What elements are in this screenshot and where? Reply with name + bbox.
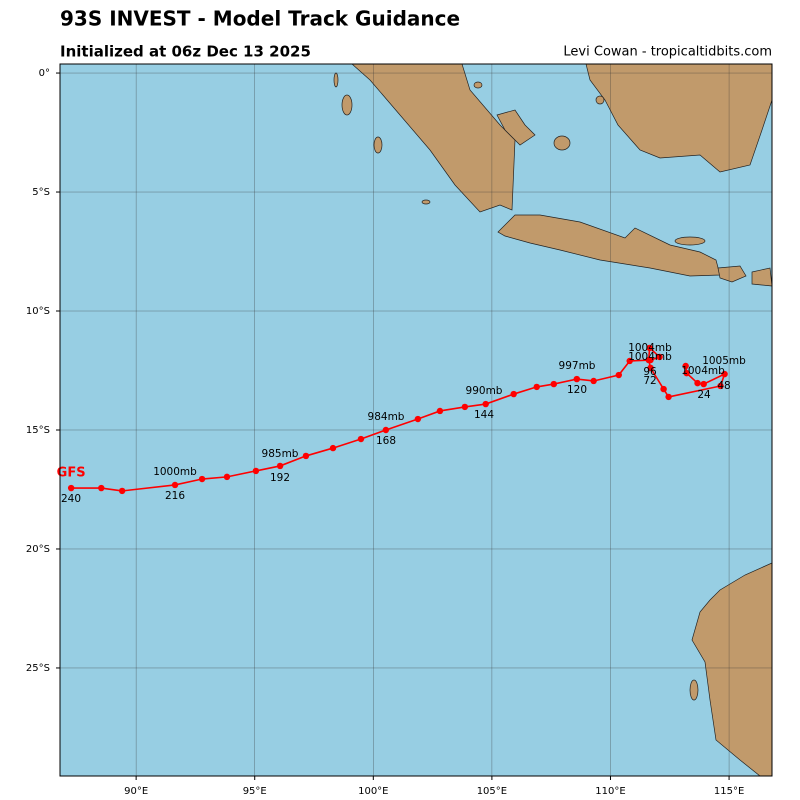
- track-point: [533, 383, 540, 391]
- track-point: [436, 407, 444, 415]
- y-tick-label: 10°S: [26, 306, 50, 317]
- grid: [60, 64, 772, 776]
- track-point: [223, 473, 231, 481]
- track-point: [461, 403, 469, 411]
- track-point: [626, 357, 633, 365]
- track-point: [510, 390, 517, 398]
- track-point: [647, 364, 654, 372]
- hour-label: 216: [165, 490, 185, 502]
- track-point: [615, 371, 622, 379]
- x-tick-label: 90°E: [124, 786, 148, 797]
- track-point: [656, 353, 663, 361]
- pressure-label: 1004mb: [628, 351, 672, 363]
- x-tick-label: 105°E: [477, 786, 507, 797]
- track-point: [276, 462, 284, 470]
- track-point: [302, 452, 310, 460]
- x-tick-label: 95°E: [243, 786, 267, 797]
- x-tick-label: 110°E: [595, 786, 625, 797]
- track-point: [329, 444, 337, 452]
- credit: Levi Cowan - tropicaltidbits.com: [563, 45, 772, 60]
- track-point: [198, 475, 206, 483]
- track-point: [683, 369, 690, 377]
- track-point: [252, 467, 260, 475]
- track-point: [382, 426, 390, 434]
- pressure-label: 1004mb: [628, 342, 672, 354]
- x-tick-label: 115°E: [714, 786, 744, 797]
- track-point: [414, 415, 422, 423]
- y-tick-label: 5°S: [32, 187, 50, 198]
- track-point: [694, 379, 701, 387]
- hour-label: 144: [474, 409, 494, 421]
- track-point: [700, 380, 707, 388]
- track-point: [550, 380, 557, 388]
- chart-title: 93S INVEST - Model Track Guidance: [60, 7, 460, 31]
- hour-label: 72: [643, 375, 656, 387]
- hour-label: 192: [270, 472, 290, 484]
- land: [333, 64, 772, 776]
- hour-label: 96: [643, 366, 657, 378]
- x-tick-label: 100°E: [358, 786, 388, 797]
- pressure-label: 985mb: [262, 448, 299, 460]
- pressure-label: 990mb: [466, 385, 503, 397]
- pressure-label: 1000mb: [153, 466, 197, 478]
- hour-label: 168: [376, 435, 396, 447]
- track-point: [721, 370, 728, 378]
- track-point: [647, 356, 654, 364]
- pressure-label: 1005mb: [702, 355, 746, 367]
- track-point: [682, 362, 689, 370]
- track-point: [118, 487, 126, 495]
- pressure-label: 984mb: [368, 411, 405, 423]
- track-point: [660, 385, 667, 393]
- pressure-label: 997mb: [559, 360, 596, 372]
- y-tick-label: 20°S: [26, 544, 50, 555]
- track-point: [573, 375, 581, 383]
- y-tick-label: 15°S: [26, 425, 50, 436]
- frame: [59, 63, 773, 777]
- pressure-label: 1004mb: [681, 365, 725, 377]
- hour-label: 120: [567, 384, 587, 396]
- track-point: [646, 344, 653, 352]
- track-point: [171, 481, 179, 489]
- track-point: [717, 382, 724, 390]
- track-point: [665, 393, 672, 401]
- track-line: [71, 346, 726, 492]
- hour-label: 24: [697, 389, 711, 401]
- model-label: GFS: [57, 466, 86, 481]
- hour-label: 48: [717, 380, 730, 392]
- y-tick-label: 25°S: [26, 663, 50, 674]
- track-point: [67, 484, 75, 492]
- track-point: [590, 377, 597, 385]
- track-point: [357, 435, 365, 443]
- track-point: [98, 484, 105, 492]
- y-tick-label: 0°: [39, 68, 50, 79]
- track-point: [482, 400, 489, 408]
- chart-subtitle: Initialized at 06z Dec 13 2025: [60, 43, 311, 61]
- hour-label: 240: [61, 493, 81, 505]
